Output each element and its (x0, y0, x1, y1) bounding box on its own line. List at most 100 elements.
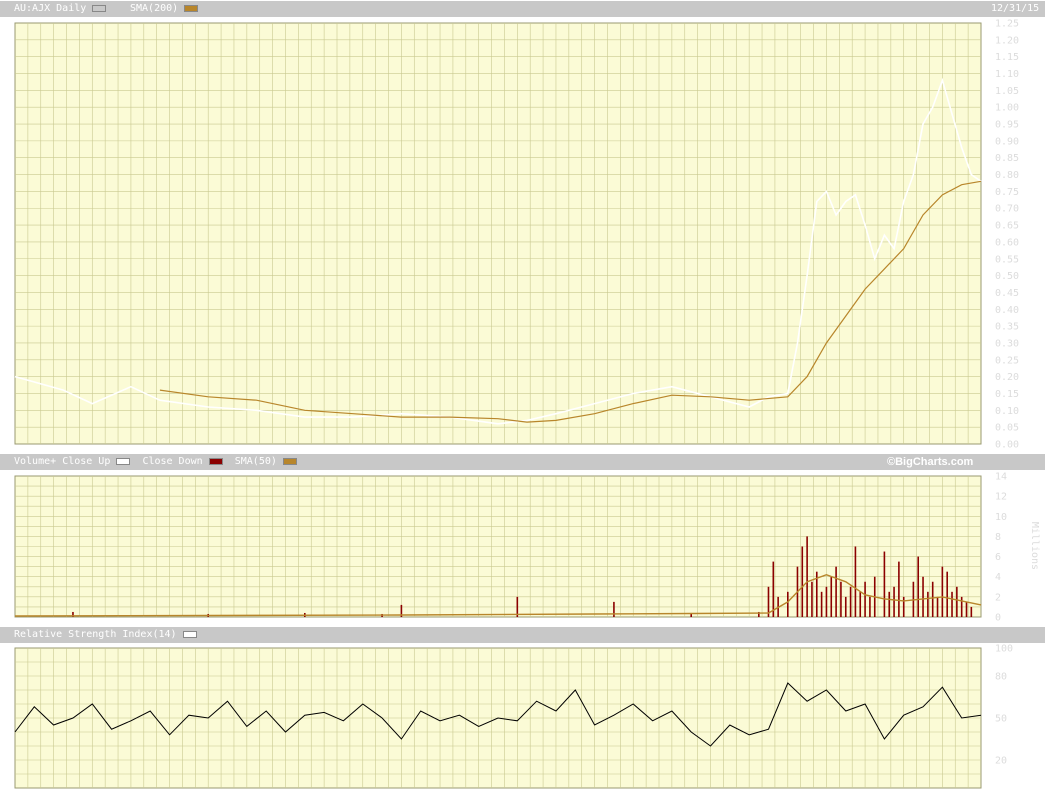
close-up-label: Close Up (62, 456, 111, 467)
sma200-series-line (159, 180, 982, 423)
volume-bar (960, 596, 963, 617)
y-tick-label: 0.75 (995, 187, 1019, 198)
price-legend-swatch (92, 4, 107, 12)
volume-bar (849, 586, 852, 617)
volume-bar (864, 581, 866, 617)
volume-bar (830, 576, 833, 617)
y-tick-label: 0.30 (995, 338, 1019, 349)
volume-unit-label: Millions (1029, 522, 1040, 570)
volume-bar (811, 581, 813, 617)
volume-bar (946, 571, 948, 617)
source-label: ©BigCharts.com (887, 456, 974, 468)
volume-bar (951, 591, 953, 617)
y-tick-label: 1.25 (995, 19, 1019, 30)
rsi-swatch (182, 630, 197, 638)
y-tick-label: 0.15 (995, 389, 1019, 400)
volume-bar (956, 586, 958, 617)
sma200-label: SMA(200) (130, 3, 179, 14)
y-tick-label: 0.05 (995, 423, 1019, 434)
close-down-swatch (208, 457, 223, 465)
volume-bar (869, 596, 871, 617)
volume-bar (883, 551, 886, 617)
volume-bar (815, 571, 818, 617)
rsi-header: Relative Strength Index(14) (0, 627, 1045, 643)
y-tick-label: 0.35 (995, 322, 1019, 333)
date-label: 12/31/15 (991, 3, 1040, 14)
y-tick-label: 0.00 (995, 440, 1019, 451)
y-tick-label: 0.55 (995, 254, 1019, 265)
volume-bar (936, 596, 939, 617)
volume-bar (801, 546, 804, 617)
y-tick-label: 0.65 (995, 221, 1019, 232)
volume-bar (690, 612, 692, 617)
symbol-label: AU:AJX (14, 3, 51, 14)
y-tick-label: 8 (995, 532, 1001, 543)
y-tick-label: 0 (995, 613, 1001, 624)
volume-bar (859, 591, 862, 617)
y-tick-label: 14 (995, 472, 1007, 483)
rsi-chart: 20 50 80 100 (14, 644, 1013, 789)
volume-header: Volume+ Close Up Close Down SMA(50) ©Big… (0, 454, 1045, 470)
volume-bar (922, 576, 924, 617)
y-tick-label: 1.10 (995, 69, 1019, 80)
y-tick-label: 10 (995, 512, 1007, 523)
price-header: AU:AJX Daily SMA(200) 12/31/15 (0, 1, 1045, 17)
y-tick-label: 0.20 (995, 372, 1019, 383)
y-tick-label: 1.15 (995, 52, 1019, 63)
interval-label: Daily (56, 3, 87, 14)
y-tick-label: 0.25 (995, 355, 1019, 366)
y-tick-label: 1.00 (995, 103, 1019, 114)
volume-label: Volume+ (14, 456, 57, 467)
y-tick-label: 1.05 (995, 86, 1019, 97)
y-tick-label: 20 (995, 756, 1007, 767)
volume-bar (927, 591, 929, 617)
y-tick-label: 50 (995, 714, 1007, 725)
volume-bar (758, 611, 760, 617)
y-tick-label: 6 (995, 552, 1001, 563)
sma50-swatch (282, 457, 297, 465)
y-tick-label: 0.70 (995, 204, 1019, 215)
y-tick-label: 0.50 (995, 271, 1019, 282)
y-tick-label: 0.80 (995, 170, 1019, 181)
volume-bar (898, 561, 900, 617)
sma50-label: SMA(50) (234, 456, 277, 467)
volume-bar (854, 546, 857, 617)
volume-bar (970, 606, 973, 617)
volume-bar (806, 536, 808, 617)
volume-bar (917, 556, 920, 617)
y-tick-label: 2 (995, 592, 1001, 603)
volume-bar (844, 596, 847, 617)
y-tick-label: 12 (995, 492, 1007, 503)
y-tick-label: 0.45 (995, 288, 1019, 299)
sma50-series-line (14, 573, 982, 617)
volume-bar (835, 566, 837, 617)
volume-chart: 0 2 4 6 8 10 12 14 Millions (14, 472, 1040, 624)
y-tick-label: 0.40 (995, 305, 1019, 316)
plot-area (14, 22, 982, 445)
price-chart: 0.00 0.05 0.10 0.15 0.20 0.25 0.30 0.35 0.40 0.45… (14, 19, 1019, 451)
price-series-line (14, 77, 982, 425)
volume-bar (965, 601, 968, 617)
sma200-legend-swatch (184, 4, 199, 12)
volume-bar (893, 586, 895, 617)
volume-bar (941, 566, 944, 617)
grid (15, 23, 981, 444)
close-down-label: Close Down (142, 456, 203, 467)
volume-bar (72, 611, 74, 617)
rsi-series-line (14, 682, 982, 747)
y-tick-label: 80 (995, 672, 1007, 683)
y-tick-label: 0.95 (995, 120, 1019, 131)
y-tick-label: 0.85 (995, 153, 1019, 164)
volume-bar (902, 596, 905, 617)
volume-bar (820, 591, 823, 617)
volume-bar (888, 591, 891, 617)
y-tick-label: 0.60 (995, 237, 1019, 248)
volume-bar (400, 604, 403, 617)
close-up-swatch (116, 457, 131, 465)
y-tick-label: 0.90 (995, 136, 1019, 147)
volume-bar (772, 561, 775, 617)
volume-bar (825, 586, 828, 617)
volume-bar (840, 581, 842, 617)
y-tick-label: 1.20 (995, 35, 1019, 46)
y-tick-label: 0.10 (995, 406, 1019, 417)
